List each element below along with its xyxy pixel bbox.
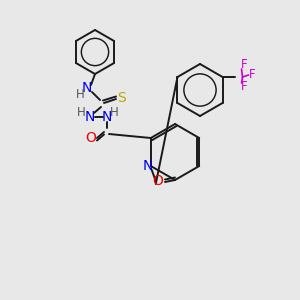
- Text: N: N: [102, 110, 112, 124]
- Text: F: F: [241, 58, 248, 71]
- Text: O: O: [153, 174, 164, 188]
- Text: O: O: [85, 131, 96, 145]
- Text: H: H: [76, 106, 85, 119]
- Text: N: N: [85, 110, 95, 124]
- Text: F: F: [249, 68, 256, 82]
- Text: N: N: [82, 81, 92, 95]
- Text: H: H: [110, 106, 118, 118]
- Text: H: H: [76, 88, 84, 100]
- Text: S: S: [118, 91, 126, 105]
- Text: N: N: [142, 159, 153, 173]
- Text: F: F: [241, 80, 248, 94]
